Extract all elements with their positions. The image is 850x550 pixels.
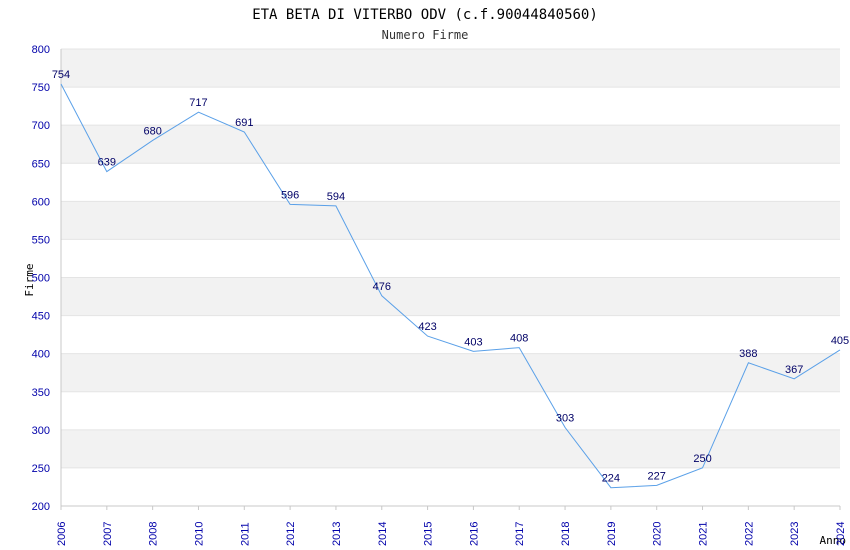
- x-tick-label: 2007: [102, 522, 114, 546]
- data-labels: 754 639 680 717 691 596 594 476 423 403 408 303 224 2…: [52, 69, 849, 485]
- plot-band: [61, 125, 840, 164]
- data-label: 303: [556, 413, 574, 425]
- data-label: 224: [602, 473, 620, 485]
- x-axis-title: Anno: [820, 534, 847, 547]
- y-tick-label: 800: [32, 44, 50, 56]
- x-tick-label: 2019: [606, 522, 618, 546]
- x-tick-labels: 2006 2007 2008 2010 2011 2012 2013 2014 2015 2016…: [56, 522, 847, 546]
- series-line-group: [60, 83, 841, 489]
- x-tick-label: 2013: [331, 522, 343, 546]
- y-tick-label: 350: [32, 387, 50, 399]
- data-label: 717: [189, 97, 207, 109]
- gridlines: [61, 48, 840, 507]
- data-label: 476: [373, 281, 391, 293]
- x-tick-label: 2016: [468, 522, 480, 546]
- x-tick-label: 2018: [560, 522, 572, 546]
- y-tick-label: 700: [32, 120, 50, 132]
- chart-subtitle: Numero Firme: [382, 28, 469, 42]
- x-tick-label: 2012: [285, 522, 297, 546]
- data-label: 680: [143, 125, 161, 137]
- y-tick-label: 300: [32, 425, 50, 437]
- plot-band: [61, 429, 840, 468]
- y-tick-label: 250: [32, 463, 50, 475]
- series-line: [60, 83, 841, 489]
- data-label: 250: [693, 453, 711, 465]
- y-axis-title: Firme: [23, 263, 36, 296]
- y-tick-label: 750: [32, 82, 50, 94]
- data-label: 639: [98, 157, 116, 169]
- data-label: 754: [52, 69, 70, 81]
- y-tick-label: 650: [32, 158, 50, 170]
- data-label: 596: [281, 189, 299, 201]
- x-tick-label: 2024: [835, 522, 847, 546]
- data-label: 408: [510, 333, 528, 345]
- x-tick-label: 2008: [148, 522, 160, 546]
- data-label: 594: [327, 191, 345, 203]
- x-tick-label: 2015: [423, 522, 435, 546]
- axes: [60, 49, 841, 510]
- chart-title: ETA BETA DI VITERBO ODV (c.f.90044840560…: [252, 7, 598, 23]
- data-label: 403: [464, 336, 482, 348]
- x-tick-label: 2017: [514, 522, 526, 546]
- data-label: 405: [831, 335, 849, 347]
- data-label: 691: [235, 117, 253, 129]
- y-tick-label: 500: [32, 273, 50, 285]
- x-tick-label: 2014: [377, 522, 389, 546]
- y-tick-label: 400: [32, 349, 50, 361]
- x-tick-label: 2021: [698, 522, 710, 546]
- x-tick-label: 2022: [743, 522, 755, 546]
- y-tick-labels: 200 250 300 350 400 450 500 550 600 650 700 750 800: [32, 44, 50, 513]
- plot-band: [61, 277, 840, 316]
- plot-bands: [61, 49, 840, 468]
- data-label: 227: [648, 470, 666, 482]
- plot-band: [61, 353, 840, 392]
- plot-band: [61, 201, 840, 240]
- data-label: 388: [739, 348, 757, 360]
- plot-band: [61, 49, 840, 88]
- y-tick-label: 550: [32, 234, 50, 246]
- x-tick-label: 2023: [789, 522, 801, 546]
- data-label: 367: [785, 364, 803, 376]
- y-tick-label: 200: [32, 501, 50, 513]
- x-tick-label: 2011: [239, 522, 251, 546]
- data-label: 423: [418, 321, 436, 333]
- x-tick-label: 2010: [193, 522, 205, 546]
- x-tick-label: 2006: [56, 522, 68, 546]
- y-tick-label: 450: [32, 311, 50, 323]
- y-tick-label: 600: [32, 196, 50, 208]
- x-tick-label: 2020: [652, 522, 664, 546]
